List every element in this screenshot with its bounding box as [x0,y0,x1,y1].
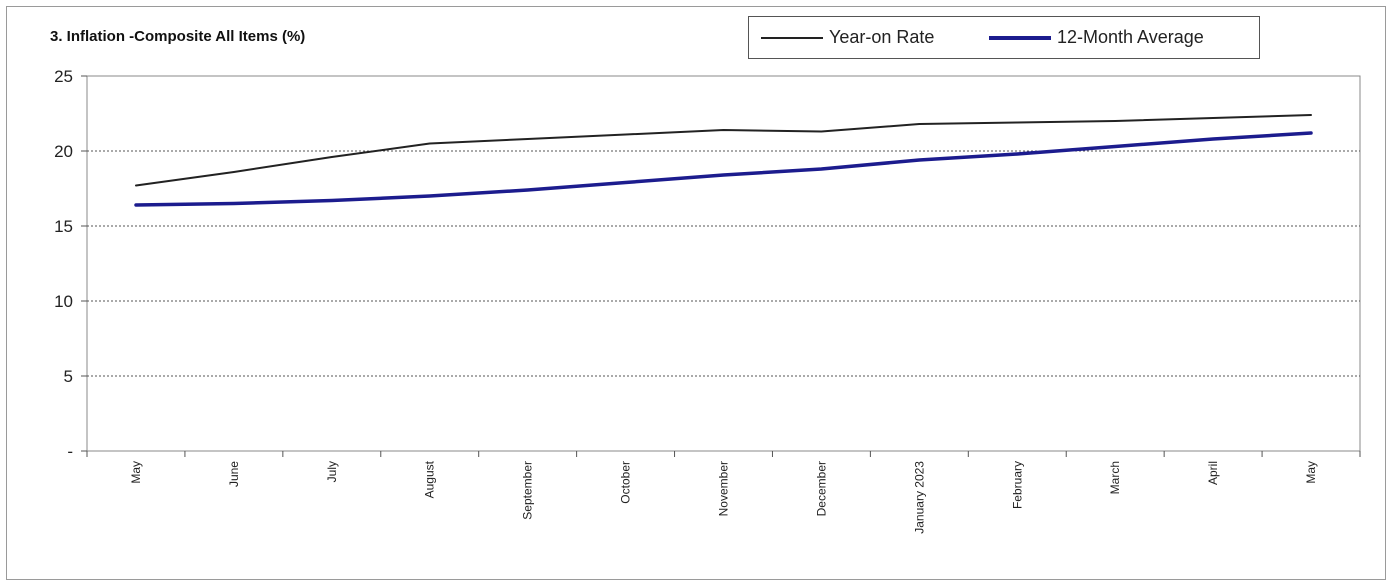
x-tick-label: May [129,461,143,484]
legend-swatch-year-on-rate [761,36,823,39]
legend: Year-on Rate 12-Month Average [748,16,1260,59]
y-tick-label: 15 [54,217,73,236]
x-tick-label: July [325,461,339,482]
x-tick-label: December [814,461,828,516]
y-tick-label: 25 [54,67,73,86]
x-tick-label: October [619,461,633,504]
x-tick-label: February [1010,461,1024,509]
x-tick-label: June [227,461,241,487]
x-tick-label: January 2023 [912,461,926,534]
legend-swatch-12-month-average [989,35,1051,40]
y-tick-label: 10 [54,292,73,311]
legend-item-year-on-rate: Year-on Rate [761,17,934,58]
series-line-12-month-average [134,131,1313,207]
x-tick-label: May [1304,461,1318,484]
plot-area [86,75,1361,452]
series-line-year-on-rate [135,114,1312,187]
x-tick-label: November [717,461,731,516]
x-tick-label: March [1108,461,1122,494]
legend-label-12-month-average: 12-Month Average [1057,27,1204,47]
x-tick-label: April [1206,461,1220,485]
chart-title: 3. Inflation -Composite All Items (%) [50,28,306,45]
y-tick-label: 5 [64,367,73,386]
y-tick-label: 20 [54,142,73,161]
legend-item-12-month-average: 12-Month Average [989,17,1204,58]
y-tick-label: - [67,442,73,461]
legend-label-year-on-rate: Year-on Rate [829,27,935,47]
x-tick-label: August [423,460,437,498]
chart-frame [6,6,1386,580]
x-tick-label: September [521,461,535,520]
